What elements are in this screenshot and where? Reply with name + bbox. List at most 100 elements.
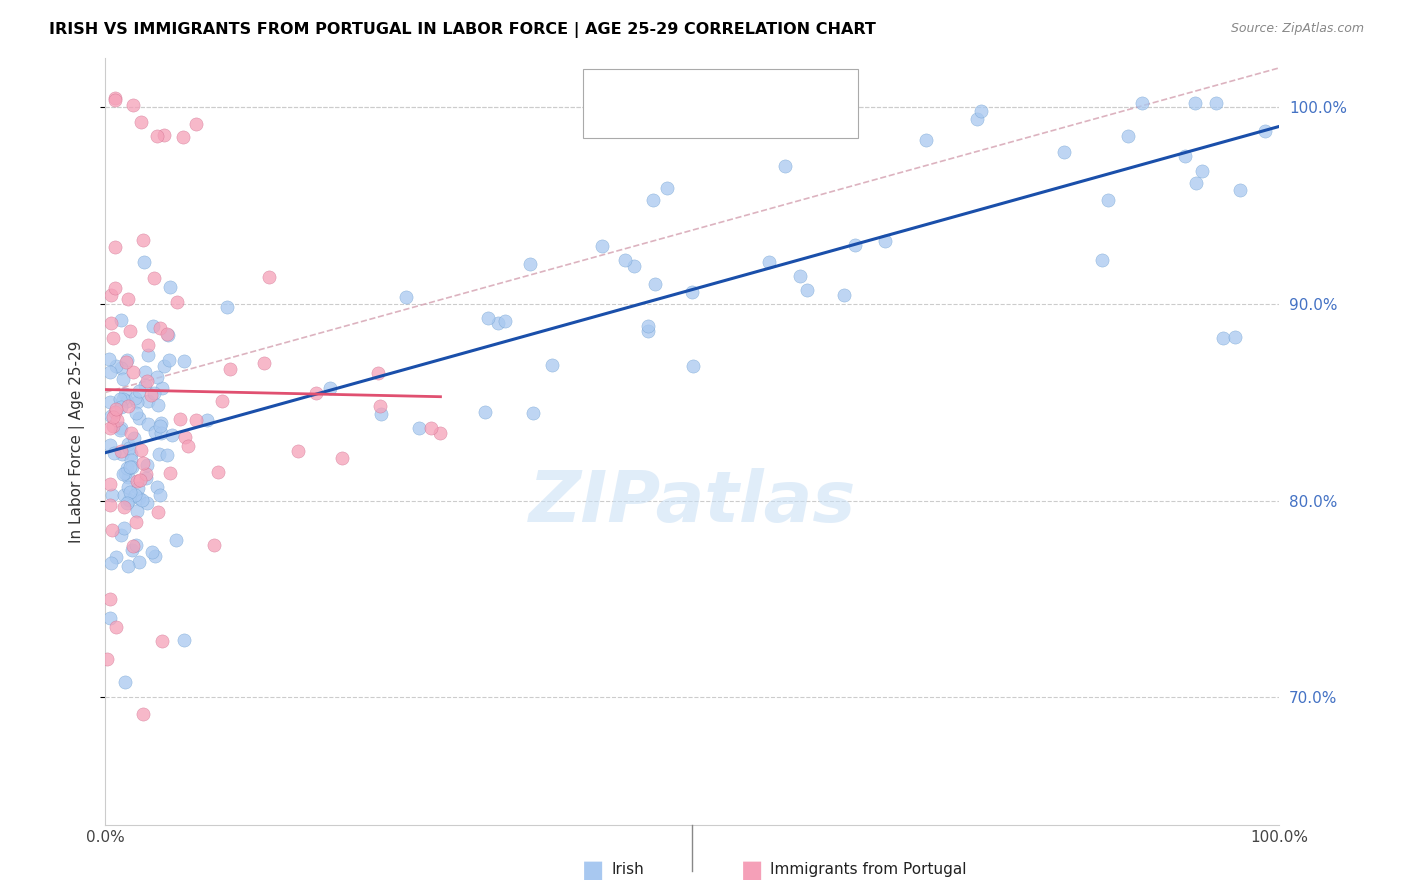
Point xyxy=(156,328,179,343)
Point xyxy=(98,421,121,435)
Point xyxy=(111,467,134,481)
Point xyxy=(103,331,125,345)
Point xyxy=(150,425,173,440)
Point xyxy=(150,416,173,430)
Bar xyxy=(595,78,620,101)
Point xyxy=(287,443,309,458)
Point xyxy=(637,318,659,333)
Point xyxy=(789,268,811,283)
Point xyxy=(173,430,195,444)
Point xyxy=(186,117,208,131)
Text: ZIPatlas: ZIPatlas xyxy=(529,468,856,537)
Text: ■: ■ xyxy=(582,858,605,881)
Point xyxy=(486,316,509,330)
Point xyxy=(110,443,132,458)
Point xyxy=(141,545,163,559)
Point xyxy=(100,409,122,424)
Point xyxy=(104,405,127,419)
Point xyxy=(125,504,148,518)
Point xyxy=(118,442,141,456)
Point xyxy=(146,399,169,413)
Point xyxy=(623,259,645,273)
Point xyxy=(136,394,159,409)
Point xyxy=(202,539,225,553)
Point xyxy=(150,381,173,395)
Point xyxy=(117,399,139,413)
Point xyxy=(149,320,172,334)
Text: N =: N = xyxy=(740,112,773,127)
Point xyxy=(134,255,156,269)
Point xyxy=(110,421,132,435)
Point xyxy=(98,365,121,379)
Point xyxy=(136,348,159,362)
Point xyxy=(115,353,138,368)
Point xyxy=(122,97,145,112)
Point xyxy=(111,392,134,406)
Point xyxy=(172,129,194,144)
Point xyxy=(1223,329,1246,343)
Text: N =: N = xyxy=(740,81,773,96)
Point xyxy=(143,425,166,440)
Point xyxy=(159,466,181,480)
Point xyxy=(101,524,124,538)
Point xyxy=(112,521,135,535)
Point xyxy=(153,359,176,374)
Point xyxy=(122,365,145,379)
Text: Source: ZipAtlas.com: Source: ZipAtlas.com xyxy=(1230,22,1364,36)
Point xyxy=(184,413,207,427)
Point xyxy=(111,447,134,461)
Point xyxy=(125,515,148,529)
Point xyxy=(110,361,132,376)
Point xyxy=(166,295,188,310)
Point xyxy=(477,311,499,326)
Point xyxy=(773,159,796,173)
Point xyxy=(98,352,121,367)
Point xyxy=(96,652,118,666)
Point xyxy=(104,550,127,565)
Text: IRISH VS IMMIGRANTS FROM PORTUGAL IN LABOR FORCE | AGE 25-29 CORRELATION CHART: IRISH VS IMMIGRANTS FROM PORTUGAL IN LAB… xyxy=(49,22,876,38)
Point xyxy=(110,423,132,437)
Point xyxy=(103,410,125,425)
Point xyxy=(136,338,159,352)
Point xyxy=(796,284,818,298)
Point xyxy=(118,493,141,508)
Point xyxy=(146,128,169,143)
Text: 136: 136 xyxy=(782,81,810,96)
Point xyxy=(134,365,156,379)
Point xyxy=(129,442,152,457)
Point xyxy=(165,533,187,548)
Point xyxy=(103,446,125,460)
Point xyxy=(117,437,139,451)
Point xyxy=(195,413,218,427)
Point xyxy=(681,285,703,299)
Point xyxy=(173,632,195,647)
Point xyxy=(117,470,139,484)
Point xyxy=(104,281,127,295)
Text: Immigrants from Portugal: Immigrants from Portugal xyxy=(770,863,967,877)
Point xyxy=(419,421,441,435)
Point xyxy=(156,448,179,462)
Point xyxy=(120,425,142,440)
Point xyxy=(122,539,145,553)
Point xyxy=(637,324,659,338)
Point xyxy=(105,620,128,634)
Bar xyxy=(595,107,620,131)
Point xyxy=(135,471,157,485)
Point xyxy=(173,353,195,368)
Point xyxy=(100,288,122,302)
Point xyxy=(494,314,516,328)
Point xyxy=(111,371,134,385)
Point xyxy=(408,421,430,435)
Point xyxy=(1091,252,1114,267)
Text: Irish: Irish xyxy=(612,863,644,877)
Point xyxy=(139,387,162,401)
Point xyxy=(614,252,637,267)
Point xyxy=(146,505,169,519)
Point xyxy=(98,476,121,491)
Point xyxy=(134,377,156,392)
Point xyxy=(128,491,150,505)
Point xyxy=(177,439,200,453)
Point xyxy=(105,402,128,417)
Point xyxy=(117,292,139,306)
Point xyxy=(758,255,780,269)
